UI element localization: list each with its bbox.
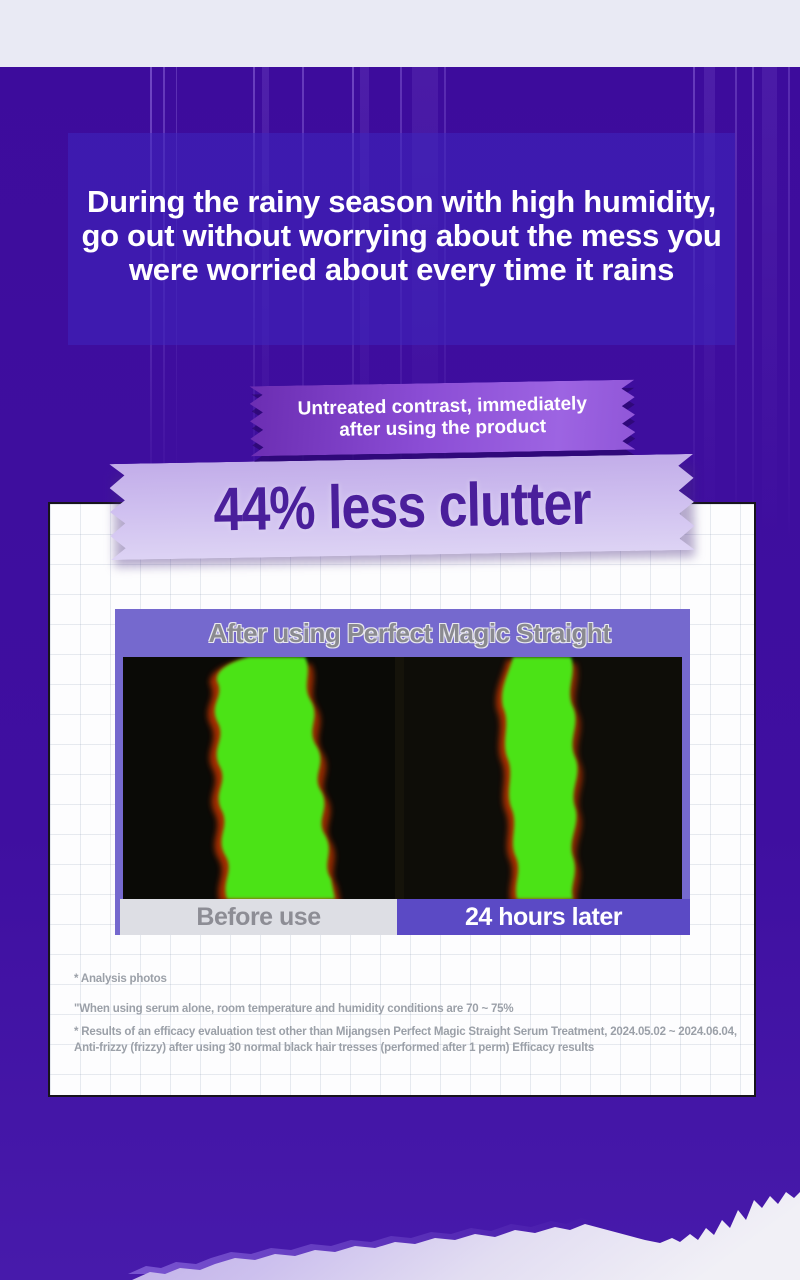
light-streak <box>752 67 754 567</box>
stat-ribbon: 44% less clutter <box>109 454 695 560</box>
footnote: * Analysis photos <box>74 973 167 985</box>
after-24h-label: 24 hours later <box>397 899 690 935</box>
comparison-panel: After using Perfect Magic Straight <box>115 609 690 935</box>
footnote: "When using serum alone, room temperatur… <box>74 1002 514 1015</box>
page-headline: During the rainy season with high humidi… <box>68 185 735 287</box>
comparison-labels: Before use 24 hours later <box>120 899 690 935</box>
light-streak <box>762 67 777 567</box>
light-streak <box>735 67 737 567</box>
headline-line: During the rainy season with high humidi… <box>87 184 716 219</box>
headline-line: go out without worrying about the mess y… <box>81 218 722 253</box>
light-streak <box>788 67 790 567</box>
comparison-title: After using Perfect Magic Straight <box>208 618 611 648</box>
before-tress-shape <box>207 657 340 899</box>
hair-tress-graphic <box>123 657 682 899</box>
torn-paper-edge <box>128 1186 800 1280</box>
footnotes: * Analysis photos "When using serum alon… <box>74 972 742 1056</box>
footnote: * Results of an efficacy evaluation test… <box>74 1026 737 1054</box>
result-card: After using Perfect Magic Straight <box>48 502 756 1097</box>
headline-panel: During the rainy season with high humidi… <box>68 133 735 345</box>
stat-text: 44% less clutter <box>212 469 592 545</box>
hair-analysis-image <box>123 657 682 899</box>
before-use-label: Before use <box>120 899 397 935</box>
top-band <box>0 0 800 67</box>
headline-line: were worried about every time it rains <box>128 252 675 287</box>
untreated-ribbon: Untreated contrast, immediately after us… <box>249 380 635 457</box>
after-tress-shape <box>496 657 583 899</box>
